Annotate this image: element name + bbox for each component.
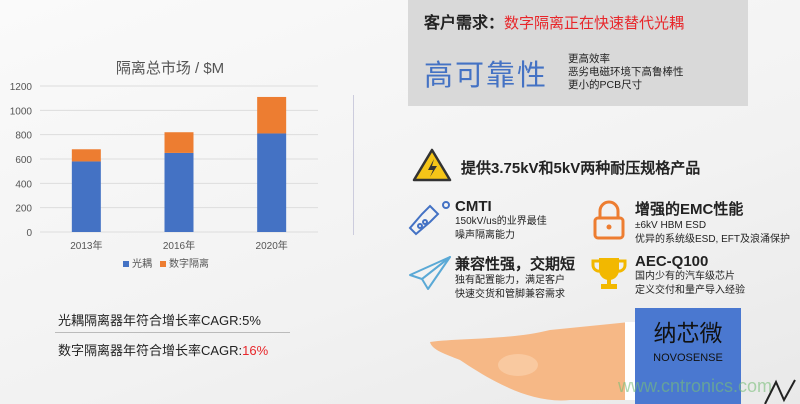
needs-item: 恶劣电磁环境下高鲁棒性 — [568, 66, 684, 78]
trophy-icon — [591, 258, 627, 289]
x-tick-label: 2016年 — [163, 239, 195, 252]
feature-line: 独有配置能力，满足客户 — [455, 275, 565, 286]
feature-emc: 增强的EMC性能 ±6kV HBM ESD 优异的系统级ESD, EFT及浪涌保护 — [635, 198, 790, 247]
customer-needs: 客户需求：数字隔离正在快速替代光耦 — [424, 9, 684, 33]
feature-line: ±6kV HBM ESD — [635, 220, 707, 231]
feature-cmti: CMTI 150kV/us的业界最佳 噪声隔离能力 — [455, 198, 547, 243]
divider — [55, 332, 290, 333]
watermark: www.cntronics.com — [618, 376, 773, 396]
y-tick-label: 400 — [15, 179, 32, 190]
feature-compatibility: 兼容性强，交期短独有配置能力，满足客户 快速交货和管脚兼容需求 — [455, 253, 575, 302]
logo-en: NOVOSENSE — [653, 352, 723, 364]
logo-cn: 纳芯微 — [653, 320, 723, 346]
bar-光耦 — [71, 161, 101, 232]
y-tick-label: 0 — [26, 228, 32, 239]
chart-title: 隔离总市场 / $M — [115, 60, 225, 77]
feature-title: AEC-Q100 — [635, 253, 709, 270]
cagr-optical: 光耦隔离器年符合增长率CAGR:5% — [58, 310, 261, 329]
legend-swatch — [123, 261, 129, 267]
feature-line: 噪声隔离能力 — [455, 230, 515, 241]
feature-title: 兼容性强，交期短 — [455, 256, 576, 273]
lock-icon — [593, 200, 625, 240]
cagr-digital: 数字隔离器年符合增长率CAGR:16% — [58, 340, 268, 359]
voltage-text: 提供3.75kV和5kV两种耐压规格产品 — [461, 160, 701, 177]
y-tick-label: 200 — [15, 204, 32, 215]
bar-数字隔离 — [71, 149, 101, 162]
cagr-optical-label: 光耦隔离器年符合增长率CAGR: — [58, 313, 243, 328]
y-tick-label: 1200 — [10, 82, 33, 93]
hand-illustration — [430, 322, 637, 401]
high-voltage-warning-icon — [412, 148, 452, 182]
cagr-optical-value: 5% — [242, 313, 261, 328]
bar-光耦 — [164, 152, 194, 232]
novosense-mark-icon — [764, 379, 796, 404]
feature-title: CMTI — [455, 198, 492, 215]
needs-list: 更高效率 恶劣电磁环境下高鲁棒性 更小的PCB尺寸 — [568, 53, 684, 92]
needs-label: 客户需求： — [424, 15, 505, 32]
x-tick-label: 2013年 — [70, 239, 102, 252]
needs-item: 更小的PCB尺寸 — [568, 79, 643, 91]
bar-数字隔离 — [164, 132, 194, 153]
feature-line: 150kV/us的业界最佳 — [455, 216, 547, 227]
needs-value: 数字隔离正在快速替代光耦 — [504, 15, 685, 32]
bar-光耦 — [257, 133, 287, 232]
paper-plane-icon — [409, 256, 451, 290]
bar-数字隔离 — [257, 96, 287, 134]
divider — [353, 95, 354, 235]
novosense-logo: 纳芯微 NOVOSENSE — [635, 308, 741, 404]
feature-line: 定义交付和量产导入经验 — [635, 285, 745, 296]
legend-swatch — [160, 261, 166, 267]
feature-line: 国内少有的汽车级芯片 — [635, 271, 735, 282]
legend-label: 数字隔离 — [169, 257, 209, 270]
feature-aec-q100: AEC-Q100 国内少有的汽车级芯片 定义交付和量产导入经验 — [635, 253, 745, 298]
cagr-digital-label: 数字隔离器年符合增长率CAGR: — [58, 343, 243, 358]
cagr-digital-value: 16% — [242, 343, 269, 358]
legend-label: 光耦 — [132, 257, 152, 270]
feature-title: 增强的EMC性能 — [635, 201, 744, 218]
high-reliability: 高可靠性 — [424, 60, 549, 92]
feature-line: 优异的系统级ESD, EFT及浪涌保护 — [635, 234, 791, 245]
x-tick-label: 2020年 — [256, 239, 288, 252]
needs-item: 更高效率 — [568, 53, 610, 65]
flask-icon — [408, 201, 450, 236]
y-tick-label: 1000 — [10, 106, 33, 117]
customer-needs-panel — [408, 0, 748, 106]
y-tick-label: 600 — [15, 155, 32, 166]
y-tick-label: 800 — [15, 131, 32, 142]
feature-line: 快速交货和管脚兼容需求 — [455, 289, 565, 300]
